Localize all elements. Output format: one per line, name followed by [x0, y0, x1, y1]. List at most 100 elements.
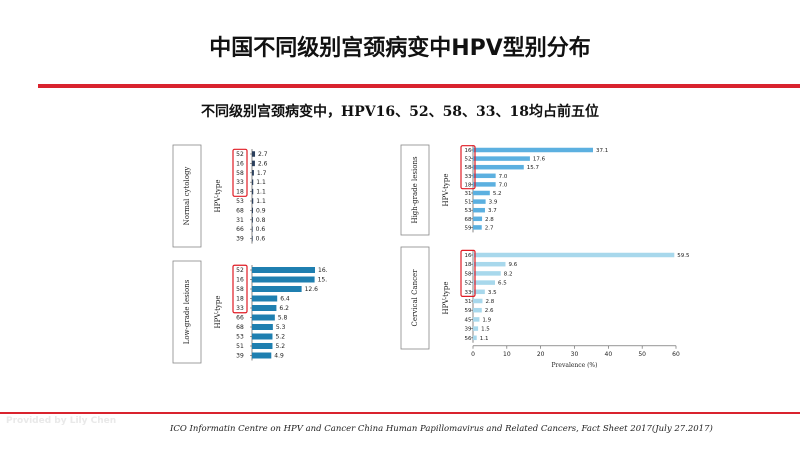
panel-high-grade: High-grade lesions HPV-type 16 37.1 52 17.6 58…: [400, 144, 610, 240]
category-label: 58: [236, 286, 244, 293]
category-label: 45: [465, 317, 472, 323]
category-label: 31: [465, 299, 472, 305]
panel-low-grade: Low-grade lesions HPV-type 52 16.0 16 15.9 58 1…: [172, 260, 327, 368]
bar: [252, 305, 277, 311]
category-label: 59: [465, 225, 472, 231]
bar: [252, 226, 253, 232]
x-tick-label: 50: [638, 351, 646, 358]
category-label: 53: [465, 208, 472, 214]
footer-divider: [0, 412, 800, 414]
category-label: 18: [236, 189, 244, 196]
value-label: 6.4: [280, 296, 290, 303]
value-label: 3.5: [488, 290, 497, 296]
category-label: 33: [465, 174, 472, 180]
x-tick-label: 40: [605, 351, 613, 358]
value-label: 3.9: [489, 200, 498, 206]
bar: [473, 289, 485, 295]
value-label: 0.6: [256, 236, 266, 243]
bar: [252, 170, 254, 176]
category-label: 39: [236, 353, 244, 360]
bar: [473, 335, 477, 341]
category-label: 58: [465, 165, 472, 171]
category-label: 18: [465, 182, 472, 188]
category-label: 39: [465, 327, 472, 333]
category-label: 66: [236, 315, 244, 322]
chart-cervical-cancer: Cervical Cancer HPV-type 16 59.5 18 9.6 58 8.2 5…: [400, 246, 690, 369]
bar: [252, 352, 272, 359]
category-label: 33: [465, 290, 472, 296]
bar: [473, 156, 530, 161]
panel-cervical-cancer: Cervical Cancer HPV-type 16 59.5 18 9.6 58 8.2 5…: [400, 246, 700, 376]
category-label: 16: [465, 148, 472, 154]
value-label: 5.2: [493, 191, 502, 197]
bar: [473, 207, 485, 213]
value-label: 1.1: [256, 189, 266, 196]
bar: [252, 286, 302, 292]
source-footnote: ICO Informatin Centre on HPV and Cancer …: [170, 424, 713, 434]
x-tick-label: 0: [471, 351, 475, 358]
category-label: 52: [236, 267, 244, 274]
value-label: 1.5: [481, 327, 490, 333]
value-label: 0.6: [256, 226, 266, 233]
bar: [473, 216, 483, 222]
panel-normal-cytology: Normal cytology HPV-type 52 2.7 16 2.6 58 1.7 33…: [172, 144, 322, 254]
bar: [252, 295, 278, 302]
value-label: 2.6: [258, 160, 268, 167]
watermark: Provided by Lily Chen: [6, 416, 117, 426]
value-label: 7.0: [499, 182, 508, 188]
value-label: 3.7: [488, 208, 497, 214]
bar: [252, 267, 315, 273]
top-five-highlight: [460, 249, 476, 298]
value-label: 6.5: [498, 281, 507, 287]
bar: [473, 298, 483, 304]
panel-label: Normal cytology: [183, 167, 191, 226]
bar: [252, 333, 273, 340]
value-label: 1.1: [256, 179, 266, 186]
bar: [252, 314, 275, 321]
value-label: 16.0: [318, 267, 327, 274]
bar: [473, 280, 495, 285]
y-axis-label: HPV-type: [442, 174, 450, 207]
value-label: 1.9: [482, 317, 491, 323]
value-label: 9.6: [508, 262, 517, 268]
category-label: 16: [465, 253, 472, 259]
value-label: 17.6: [533, 157, 546, 163]
panel-label: Low-grade lesions: [183, 279, 191, 344]
panel-label-box: [172, 144, 202, 248]
bar: [252, 207, 254, 214]
category-label: 58: [236, 170, 244, 177]
bar: [473, 317, 480, 322]
category-label: 31: [236, 217, 244, 224]
value-label: 7.0: [499, 174, 508, 180]
value-label: 1.7: [257, 170, 267, 177]
category-label: 52: [465, 157, 472, 163]
bar: [473, 173, 496, 179]
category-label: 56: [465, 336, 472, 342]
chart-normal-cytology: Normal cytology HPV-type 52 2.7 16 2.6 58 1.7 33…: [172, 144, 268, 248]
value-label: 6.2: [279, 305, 289, 312]
category-label: 53: [236, 334, 244, 341]
value-label: 2.7: [258, 151, 268, 158]
bar: [473, 271, 501, 276]
value-label: 8.2: [504, 271, 513, 277]
bar: [473, 199, 486, 204]
value-label: 5.2: [275, 334, 285, 341]
category-label: 68: [236, 207, 244, 214]
chart-high-grade: High-grade lesions HPV-type 16 37.1 52 17.6 58…: [400, 144, 608, 236]
value-label: 5.3: [276, 324, 286, 331]
panel-label-box: [400, 246, 430, 350]
y-axis-label: HPV-type: [214, 296, 222, 329]
top-five-highlight: [232, 264, 248, 314]
category-label: 59: [465, 308, 472, 314]
x-tick-label: 20: [537, 351, 545, 358]
category-label: 16: [236, 160, 244, 167]
value-label: 59.5: [677, 253, 690, 259]
value-label: 1.1: [480, 336, 489, 342]
value-label: 0.9: [256, 207, 266, 214]
category-label: 33: [236, 179, 244, 186]
category-label: 18: [465, 262, 472, 268]
y-axis-label: HPV-type: [214, 180, 222, 213]
value-label: 2.8: [485, 299, 494, 305]
x-axis-label: Prevalence (%): [552, 362, 598, 369]
bar: [252, 179, 254, 185]
